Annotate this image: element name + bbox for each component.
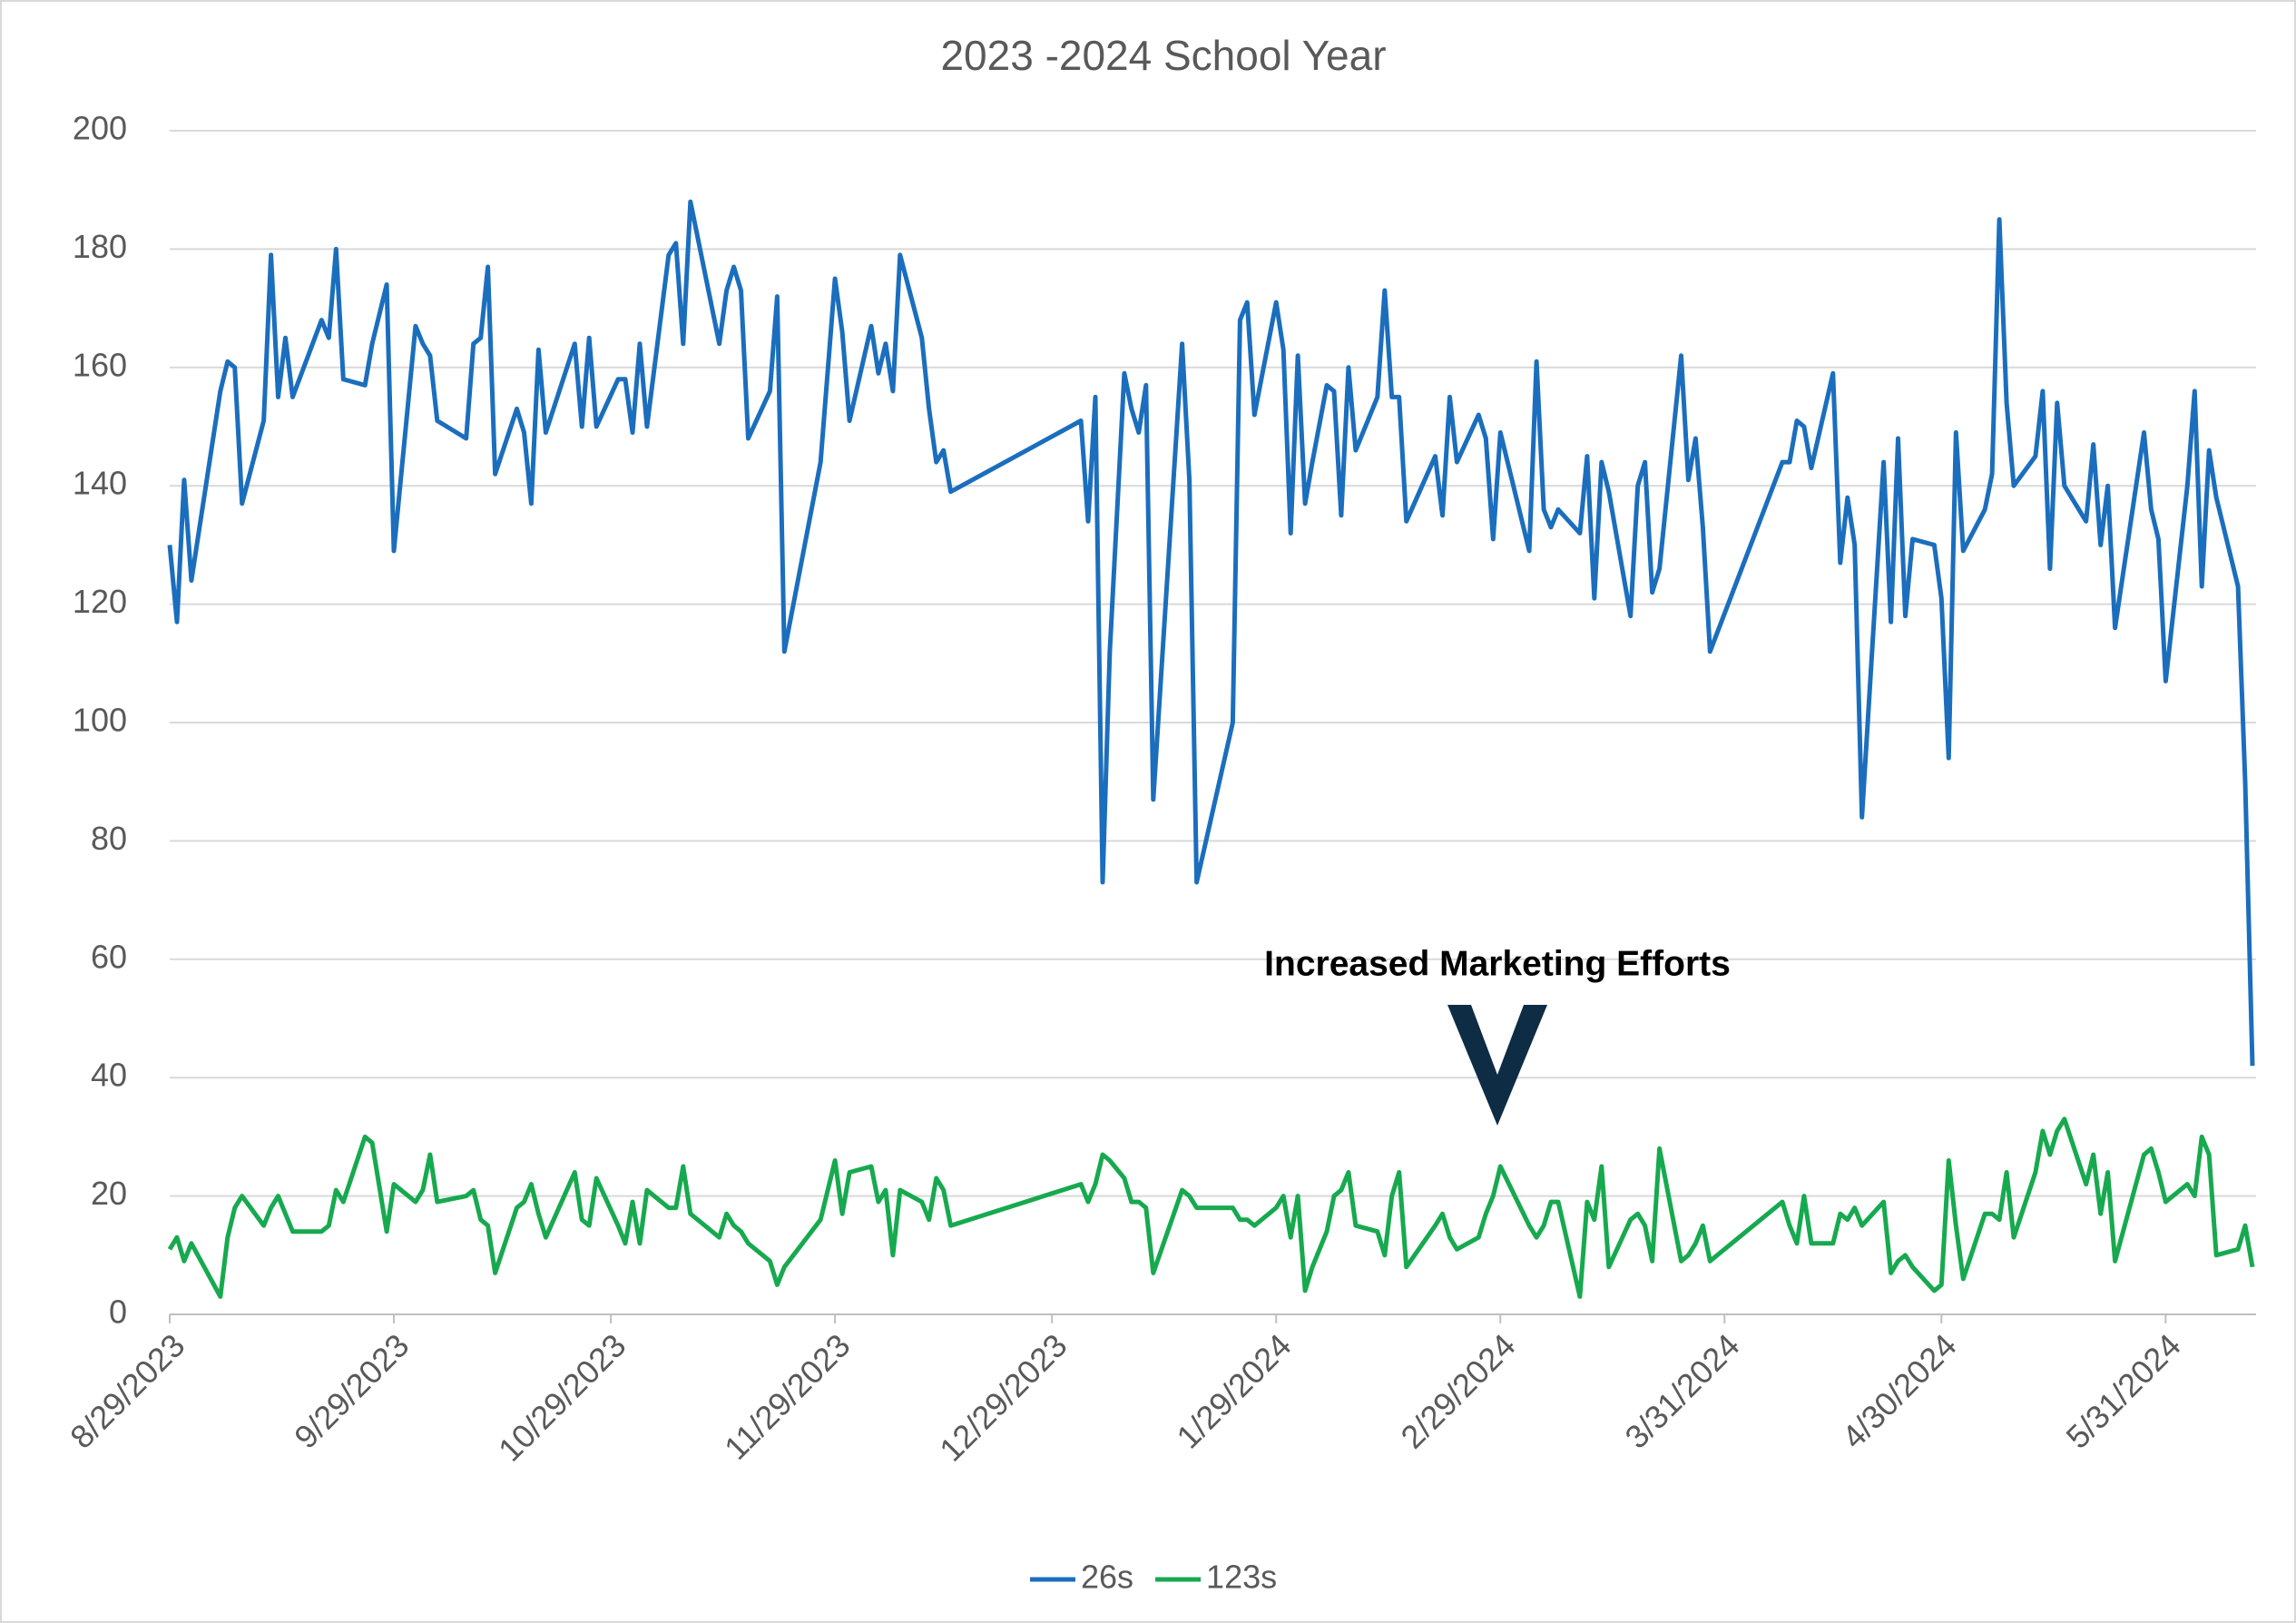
- legend-label: 123s: [1206, 1559, 1277, 1596]
- y-tick-label: 80: [91, 820, 127, 857]
- series-line: [167, 199, 2255, 1067]
- y-tick-label: 40: [91, 1057, 127, 1094]
- y-tick-label: 160: [73, 346, 127, 383]
- y-tick-label: 20: [91, 1175, 127, 1212]
- annotation-arrow: [1447, 1005, 1547, 1126]
- y-tick-label: 0: [109, 1293, 127, 1331]
- series-line: [167, 1116, 2255, 1299]
- legend: 26s 123s: [1030, 1559, 1277, 1596]
- annotation: Increased Marketing Efforts: [1264, 944, 1731, 983]
- legend-label: 26s: [1081, 1559, 1133, 1596]
- y-tick-label: 60: [91, 938, 127, 975]
- y-tick-label: 200: [73, 110, 127, 147]
- lines: [167, 199, 2255, 1299]
- y-tick-label: 100: [73, 702, 127, 739]
- y-tick-label: 120: [73, 583, 127, 620]
- chart-title: 2023 -2024 School Year: [940, 32, 1386, 79]
- y-tick-label: 140: [73, 465, 127, 502]
- y-tick-label: 180: [73, 228, 127, 265]
